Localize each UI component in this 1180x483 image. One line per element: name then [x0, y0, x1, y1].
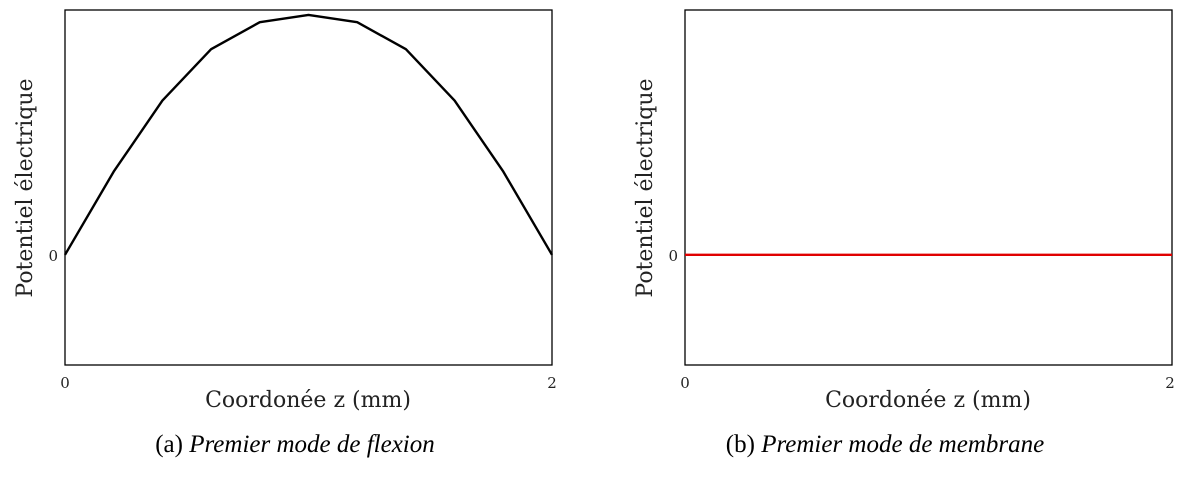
chart-a: 0 2 0 Coordonée z (mm) Potentiel électri… — [13, 9, 557, 413]
chart-b-caption: (b) Premier mode de membrane — [590, 431, 1180, 459]
chart-a-x-tick-label-max: 2 — [547, 374, 557, 392]
chart-b-caption-prefix: (b) — [725, 431, 755, 458]
chart-a-caption: (a) Premier mode de flexion — [0, 431, 590, 459]
chart-b: 0 2 0 Coordonée z (mm) Potentiel électri… — [633, 9, 1175, 413]
chart-a-y-axis-label: Potentiel électrique — [13, 78, 38, 297]
chart-a-y-tick-label-zero: 0 — [48, 247, 58, 265]
chart-b-plot-frame — [684, 9, 1173, 366]
chart-b-x-tick-label-min: 0 — [680, 374, 690, 392]
chart-a-series-layer — [63, 13, 554, 256]
chart-b-caption-text: Premier mode de membrane — [761, 431, 1045, 458]
chart-a-caption-prefix: (a) — [155, 431, 183, 458]
chart-a-plot-frame — [64, 9, 553, 366]
chart-b-x-tick-label-max: 2 — [1165, 374, 1175, 392]
chart-b-x-axis-label: Coordonée z (mm) — [825, 388, 1031, 413]
chart-a-series-line-0 — [63, 13, 554, 256]
chart-a-x-tick-label-min: 0 — [60, 374, 70, 392]
chart-a-x-axis-label: Coordonée z (mm) — [205, 388, 411, 413]
chart-a-caption-text: Premier mode de flexion — [189, 431, 435, 458]
chart-b-y-tick-label-zero: 0 — [668, 247, 678, 265]
chart-b-y-axis-label: Potentiel électrique — [633, 78, 658, 297]
